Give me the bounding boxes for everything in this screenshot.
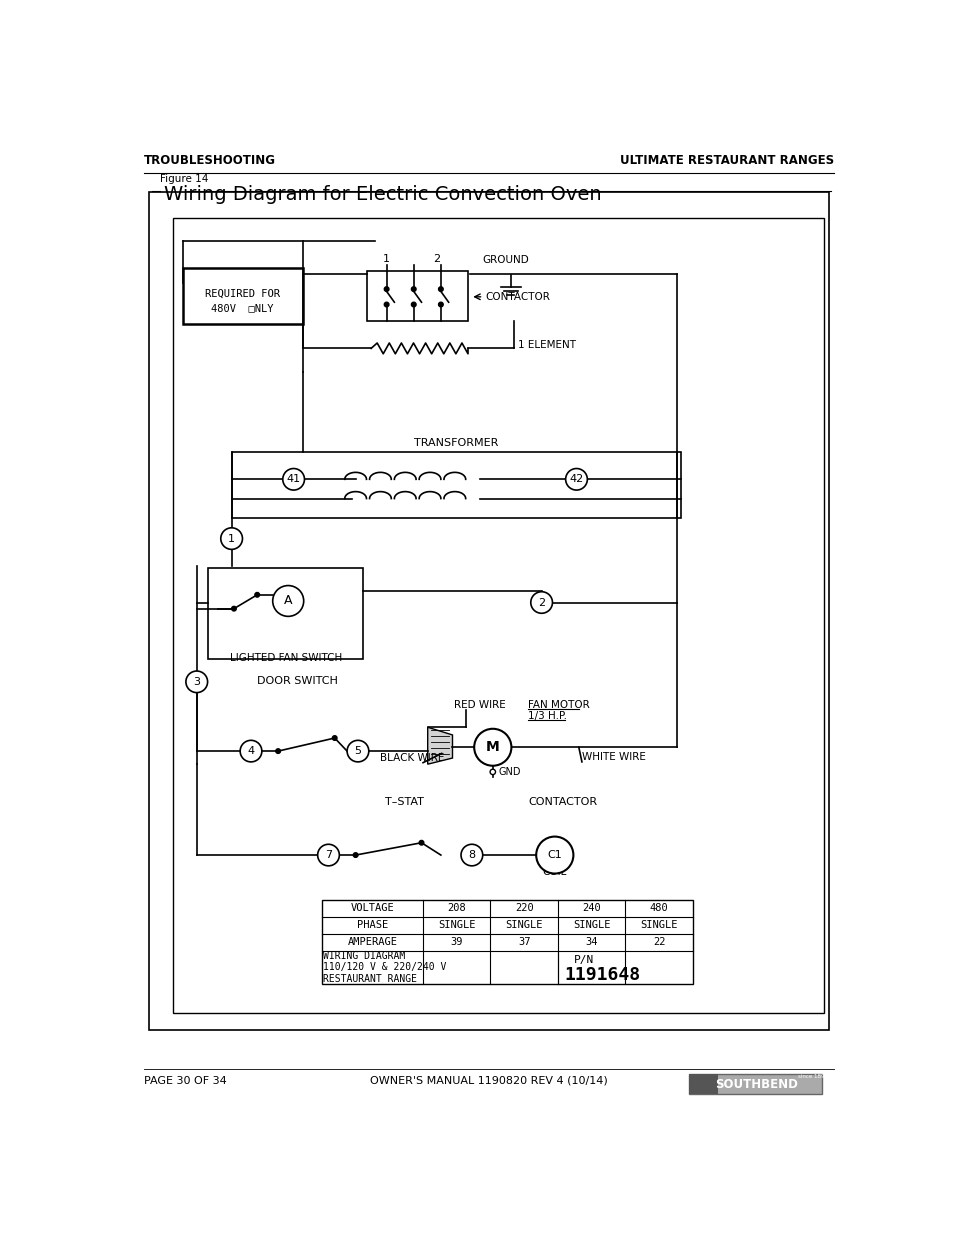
Text: 3: 3	[193, 677, 200, 687]
Text: 7: 7	[325, 850, 332, 860]
Circle shape	[186, 671, 208, 693]
Text: T–STAT: T–STAT	[385, 797, 423, 806]
Circle shape	[460, 845, 482, 866]
Bar	[208, 568, 363, 658]
Text: 1 ELEMENT: 1 ELEMENT	[517, 341, 576, 351]
Text: 37: 37	[517, 937, 530, 947]
Text: LIGHTED FAN SWITCH: LIGHTED FAN SWITCH	[230, 652, 341, 662]
Circle shape	[490, 769, 495, 774]
Bar	[183, 268, 303, 324]
Text: 1: 1	[228, 534, 234, 543]
Text: M: M	[485, 740, 499, 755]
Text: P/N: P/N	[573, 955, 593, 965]
Text: C1: C1	[547, 850, 561, 860]
Text: RED WIRE: RED WIRE	[454, 700, 505, 710]
Circle shape	[565, 468, 587, 490]
Circle shape	[384, 303, 389, 306]
Text: VOLTAGE: VOLTAGE	[351, 903, 395, 913]
Text: 41: 41	[286, 474, 300, 484]
Text: REQUIRED FOR
480V  □NLY: REQUIRED FOR 480V □NLY	[205, 288, 279, 312]
Circle shape	[411, 303, 416, 306]
Text: BLACK WIRE: BLACK WIRE	[379, 752, 443, 763]
Text: SINGLE: SINGLE	[505, 920, 542, 930]
Circle shape	[474, 729, 511, 766]
Text: 4: 4	[247, 746, 254, 756]
Text: A: A	[284, 594, 293, 608]
Circle shape	[384, 287, 389, 291]
Text: GROUND: GROUND	[481, 256, 528, 266]
Text: AMPERAGE: AMPERAGE	[347, 937, 397, 947]
Text: OWNER'S MANUAL 1190820 REV 4 (10/14): OWNER'S MANUAL 1190820 REV 4 (10/14)	[370, 1076, 607, 1086]
Text: COIL: COIL	[542, 867, 566, 877]
Bar	[149, 193, 828, 1030]
Text: 480: 480	[649, 903, 668, 913]
Bar	[688, 1073, 718, 1094]
Text: CONTACTOR: CONTACTOR	[484, 291, 549, 301]
Text: WHITE WIRE: WHITE WIRE	[581, 752, 645, 762]
Circle shape	[273, 585, 303, 616]
Circle shape	[332, 736, 336, 740]
Text: 39: 39	[450, 937, 462, 947]
Bar	[367, 272, 468, 321]
Circle shape	[240, 740, 261, 762]
Text: DOOR SWITCH: DOOR SWITCH	[256, 676, 337, 685]
Circle shape	[254, 593, 259, 597]
Text: Wiring Diagram for Electric Convection Oven: Wiring Diagram for Electric Convection O…	[164, 185, 601, 204]
Bar	[688, 1073, 821, 1094]
Circle shape	[438, 303, 443, 306]
Circle shape	[347, 740, 369, 762]
Text: WIRING DIAGRAM
110/120 V & 220/240 V
RESTAURANT RANGE: WIRING DIAGRAM 110/120 V & 220/240 V RES…	[322, 951, 445, 984]
Text: 42: 42	[569, 474, 583, 484]
Text: 2: 2	[537, 598, 544, 608]
Text: 1/3 H.P.: 1/3 H.P.	[528, 711, 567, 721]
Circle shape	[317, 845, 339, 866]
Text: 208: 208	[447, 903, 466, 913]
Circle shape	[438, 287, 443, 291]
Circle shape	[536, 836, 573, 873]
Text: SOUTHBEND: SOUTHBEND	[714, 1078, 797, 1091]
Circle shape	[530, 592, 552, 614]
Text: 1: 1	[383, 253, 390, 264]
Text: 22: 22	[652, 937, 664, 947]
Text: 34: 34	[585, 937, 598, 947]
Text: GND: GND	[498, 767, 521, 777]
Text: SINGLE: SINGLE	[437, 920, 475, 930]
Circle shape	[411, 287, 416, 291]
Text: SINGLE: SINGLE	[572, 920, 610, 930]
Bar	[173, 217, 823, 1013]
Polygon shape	[427, 727, 452, 764]
Text: CONTACTOR: CONTACTOR	[527, 797, 597, 806]
Text: 220: 220	[515, 903, 533, 913]
Circle shape	[275, 748, 280, 753]
Text: 240: 240	[581, 903, 600, 913]
Text: 8: 8	[468, 850, 475, 860]
Text: 5: 5	[355, 746, 361, 756]
Text: 2: 2	[433, 253, 440, 264]
Circle shape	[353, 852, 357, 857]
Text: Figure 14: Figure 14	[160, 174, 209, 184]
Circle shape	[418, 841, 423, 845]
Text: ULTIMATE RESTAURANT RANGES: ULTIMATE RESTAURANT RANGES	[619, 154, 833, 168]
Text: PAGE 30 OF 34: PAGE 30 OF 34	[144, 1076, 227, 1086]
Circle shape	[232, 606, 236, 611]
Text: TRANSFORMER: TRANSFORMER	[414, 438, 498, 448]
Text: SINGLE: SINGLE	[639, 920, 677, 930]
Circle shape	[282, 468, 304, 490]
Circle shape	[220, 527, 242, 550]
Text: PHASE: PHASE	[356, 920, 388, 930]
Text: 1191648: 1191648	[563, 966, 639, 984]
Bar	[232, 452, 680, 517]
Text: TROUBLESHOOTING: TROUBLESHOOTING	[144, 154, 275, 168]
Bar	[322, 900, 692, 984]
Text: FAN MOTOR: FAN MOTOR	[528, 700, 590, 710]
Text: since 1898: since 1898	[797, 1073, 827, 1078]
